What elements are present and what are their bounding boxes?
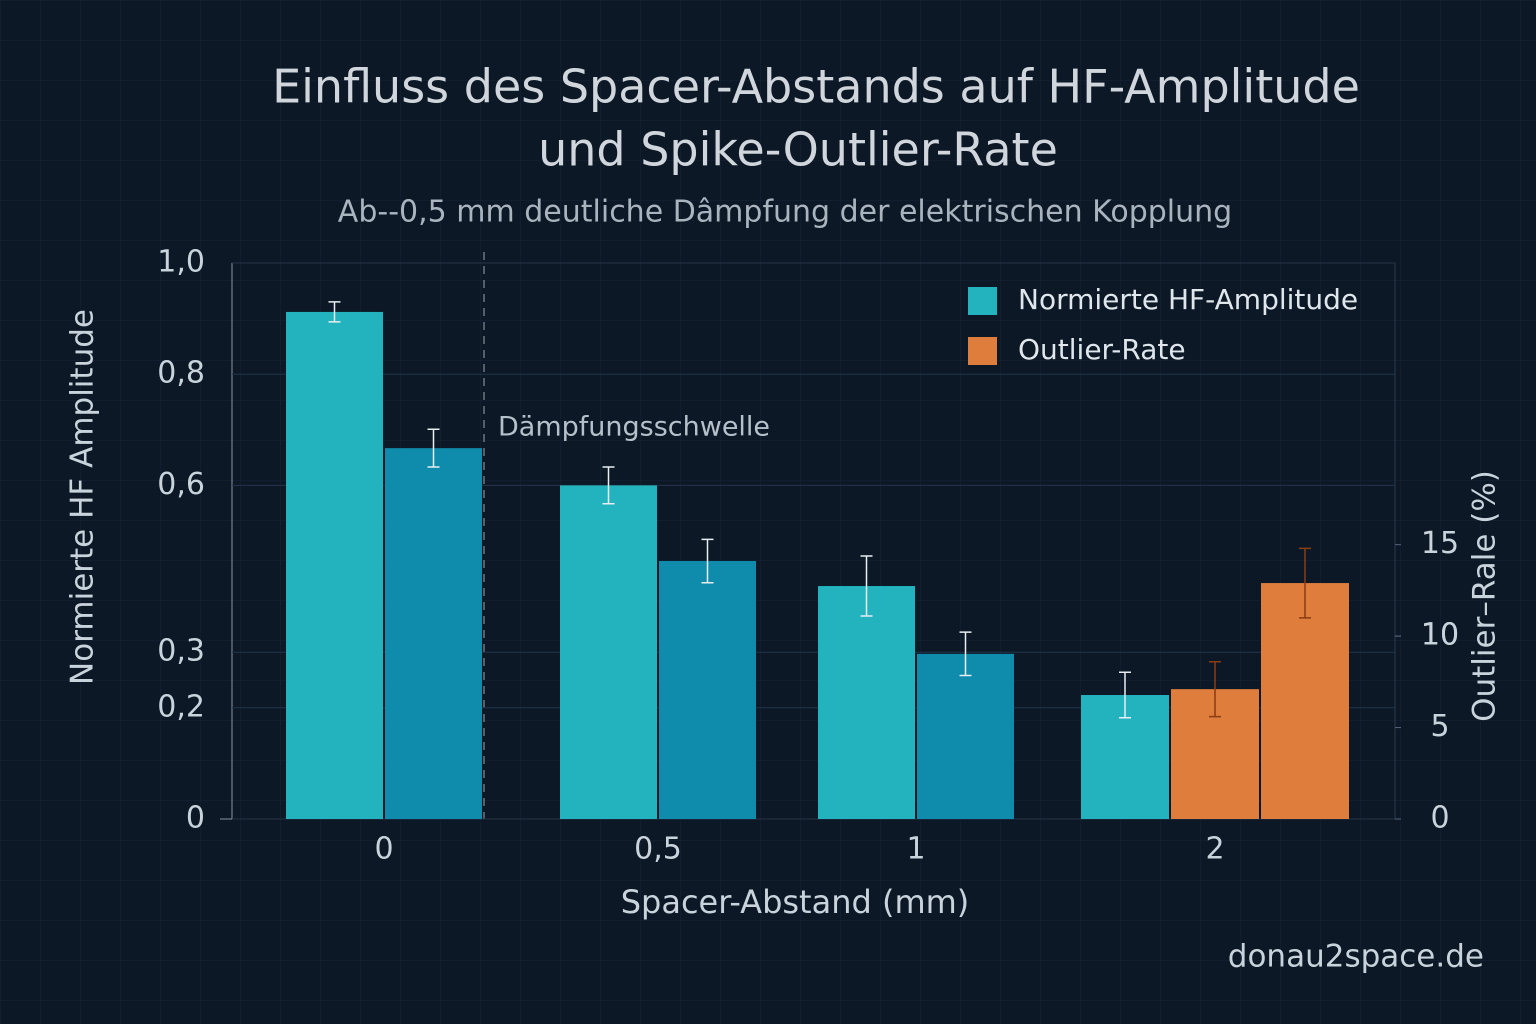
annotation: Dämpfungsschwelle (498, 412, 770, 443)
x-tick-label: 2 (1205, 832, 1224, 867)
error-bar (1209, 660, 1221, 718)
error-bar (701, 538, 714, 584)
bar (917, 653, 1014, 819)
y-tick-label: 0,3 (157, 634, 205, 669)
subtitle: Ab--0,5 mm deutliche Dâmpfung der elektr… (338, 195, 1232, 230)
error-bar (860, 555, 873, 617)
y2-tick-label: 10 (1421, 618, 1459, 653)
y-tick-label: 1,0 (157, 245, 205, 280)
x-axis-title: Spacer-Abstand (mm) (621, 883, 970, 921)
y-tick-label: 0,2 (157, 689, 205, 724)
source: donau2space.de (1228, 939, 1484, 975)
error-bar (1119, 671, 1131, 719)
y-tick-label: 0 (186, 801, 205, 836)
y2-tick-label: 10 (1421, 618, 1459, 653)
y2-tick-label: 0 (1430, 801, 1449, 836)
bar (286, 311, 383, 819)
bar (560, 485, 657, 819)
error-bar (602, 466, 615, 505)
error-bar (959, 631, 972, 677)
y-tick-label: 0,6 (157, 467, 205, 502)
y2-tick-label: 5 (1430, 709, 1449, 744)
y-axis-title: Normierte HF Amplitude (65, 309, 101, 685)
y-tick-label: 0,8 (157, 356, 205, 391)
legend-swatch (968, 337, 997, 365)
legend-label: Outlier-Rate (1018, 333, 1186, 366)
chart-title: Einfluss des Spacer-Abstands auf HF-Ampl… (272, 60, 1360, 114)
chart-title: und Spike-Outlier-Rate (538, 123, 1058, 177)
error-bar (427, 428, 440, 468)
bar (659, 561, 756, 819)
bar (385, 448, 482, 819)
legend-swatch (968, 287, 997, 315)
x-tick-label: 0,5 (634, 832, 682, 867)
y2-tick-label: 15 (1421, 526, 1459, 561)
y2-axis-title: Outlier–Rale (%) (1467, 470, 1503, 722)
bar (1261, 583, 1349, 819)
legend-label: Normierte HF-Amplitude (1018, 283, 1358, 316)
x-tick-label: 1 (906, 832, 925, 867)
error-bar (1299, 547, 1311, 619)
error-bar (328, 301, 341, 323)
x-tick-label: 0 (374, 832, 393, 867)
bar (818, 586, 915, 819)
